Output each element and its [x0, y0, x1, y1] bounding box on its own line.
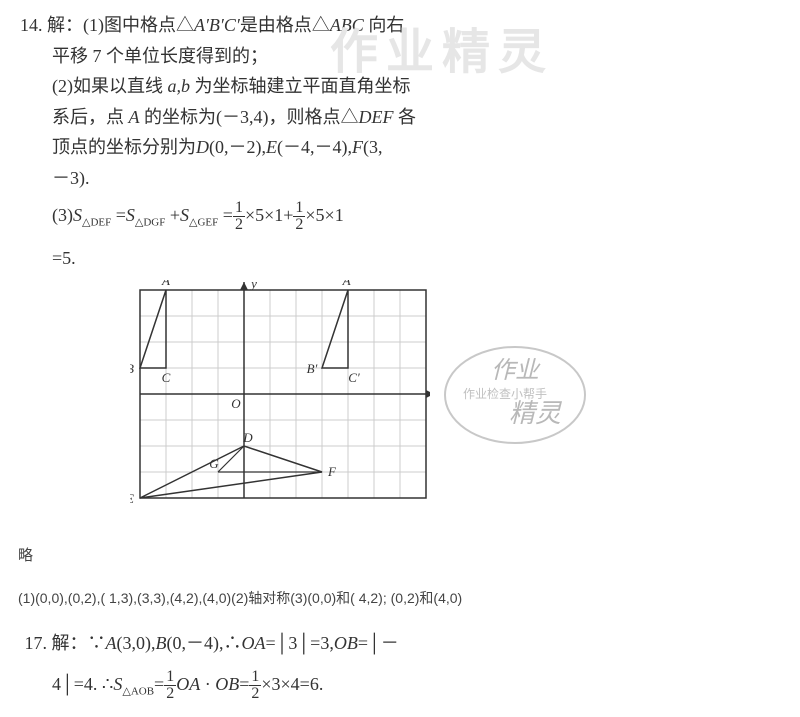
t: 1 — [293, 200, 305, 217]
p14-line4: 系后，点 A 的坐标为(－3,4)，则格点△DEF 各 — [52, 102, 790, 133]
p14-num: 14. — [20, 15, 43, 35]
t: (0,－2), — [209, 137, 266, 157]
t: ∴ — [224, 633, 242, 653]
t: F — [352, 137, 363, 157]
svg-text:O: O — [231, 396, 241, 411]
t: (3) — [52, 205, 73, 225]
t: ×5×1 — [305, 205, 343, 225]
t: (3,0), — [117, 633, 156, 653]
svg-text:A′: A′ — [342, 280, 354, 288]
coordinate-graph: OxyABCA′B′C′DEFG — [130, 280, 790, 526]
t: D — [196, 137, 209, 157]
t: 1 — [249, 669, 261, 686]
t: (2)如果以直线 — [52, 76, 163, 96]
t: + — [165, 205, 180, 225]
svg-text:C′: C′ — [348, 370, 360, 385]
t: 系后，点 — [52, 107, 129, 127]
t: 2 — [249, 686, 261, 702]
t: △AOB — [122, 686, 154, 698]
t: a,b — [163, 76, 195, 96]
p17-line1: 17. 解：∵A(3,0),B(0,－4),∴OA=│3│=3,OB=│－ — [20, 628, 790, 659]
t: S — [180, 205, 189, 225]
t: 各 — [394, 107, 417, 127]
svg-text:D: D — [242, 430, 253, 445]
p17-line2: 4│=4. ∴S△AOB=12OA · OB=12×3×4=6. — [52, 669, 790, 702]
t: = — [154, 674, 164, 694]
svg-text:G: G — [209, 456, 219, 471]
t: △GEF — [189, 216, 218, 228]
t: 2 — [164, 686, 176, 702]
t: │3│ — [276, 633, 311, 653]
t: 向右 — [364, 15, 405, 35]
p14-line6: －3). — [52, 163, 790, 194]
t: △DGF — [135, 216, 165, 228]
t: OB — [215, 674, 239, 694]
t: 2 — [233, 217, 245, 233]
t: ∵ — [88, 633, 106, 653]
frac: 12 — [164, 669, 176, 702]
p14-line2: 平移 7 个单位长度得到的； — [52, 41, 790, 72]
t: DEF — [359, 107, 394, 127]
frac: 12 — [293, 200, 305, 233]
t: OB — [334, 633, 358, 653]
svg-text:y: y — [249, 280, 257, 291]
t: =3, — [310, 633, 334, 653]
t: ABC — [330, 15, 364, 35]
t: OA — [242, 633, 266, 653]
t: · — [205, 674, 211, 694]
t: B — [156, 633, 167, 653]
t: 顶点的坐标分别为 — [52, 137, 196, 157]
t: 的坐标为(－3,4)，则格点△ — [140, 107, 359, 127]
line-16: (1)(0,0),(0,2),( 1,3),(3,3),(4,2),(4,0)(… — [18, 587, 790, 611]
problem-14: 14. 解：(1)图中格点△A′B′C′是由格点△ABC 向右 平移 7 个单位… — [10, 10, 790, 274]
t: A — [129, 107, 140, 127]
p14-result: =5. — [52, 243, 790, 274]
p14-part3: (3)S△DEF =S△DGF +S△GEF =12×5×1+12×5×1 — [52, 200, 790, 233]
t: (0,－4), — [167, 633, 224, 653]
svg-text:B′: B′ — [307, 361, 318, 376]
p14-line5: 顶点的坐标分别为D(0,－2),E(－4,－4),F(3, — [52, 132, 790, 163]
t: 1 — [233, 200, 245, 217]
t: △DEF — [82, 216, 111, 228]
t: = — [111, 205, 126, 225]
jie: 解： — [47, 15, 83, 35]
p14-line3: (2)如果以直线 a,b 为坐标轴建立平面直角坐标 — [52, 71, 790, 102]
t: A — [106, 633, 117, 653]
t: 解： — [52, 633, 88, 653]
t: 是由格点△ — [240, 15, 330, 35]
p14-line1: 14. 解：(1)图中格点△A′B′C′是由格点△ABC 向右 — [20, 10, 790, 41]
t: = — [239, 674, 249, 694]
t: S — [113, 674, 122, 694]
svg-text:E: E — [130, 491, 134, 506]
svg-text:C: C — [162, 370, 171, 385]
t: S — [126, 205, 135, 225]
problem-17: 17. 解：∵A(3,0),B(0,－4),∴OA=│3│=3,OB=│－ 4│… — [10, 628, 790, 702]
t: ∴ — [102, 674, 113, 694]
t: =│－ — [358, 633, 399, 653]
t: 4│=4. — [52, 674, 97, 694]
t: = — [218, 205, 233, 225]
t: OA — [176, 674, 200, 694]
t: 17. — [25, 633, 48, 653]
t: ×3×4=6. — [261, 674, 323, 694]
t: 为坐标轴建立平面直角坐标 — [195, 76, 411, 96]
t: ×5×1+ — [245, 205, 293, 225]
t: E — [266, 137, 277, 157]
frac: 12 — [233, 200, 245, 233]
frac: 12 — [249, 669, 261, 702]
t: (1)图中格点△ — [83, 15, 194, 35]
t: = — [266, 633, 276, 653]
svg-text:F: F — [327, 464, 337, 479]
t: 1 — [164, 669, 176, 686]
svg-text:B: B — [130, 361, 134, 376]
t: 2 — [293, 217, 305, 233]
t: (－4,－4), — [277, 137, 352, 157]
t: S — [73, 205, 82, 225]
t: (3, — [363, 137, 383, 157]
omitted: 略 — [18, 543, 790, 569]
t: A′B′C′ — [194, 15, 240, 35]
svg-text:A: A — [161, 280, 170, 288]
